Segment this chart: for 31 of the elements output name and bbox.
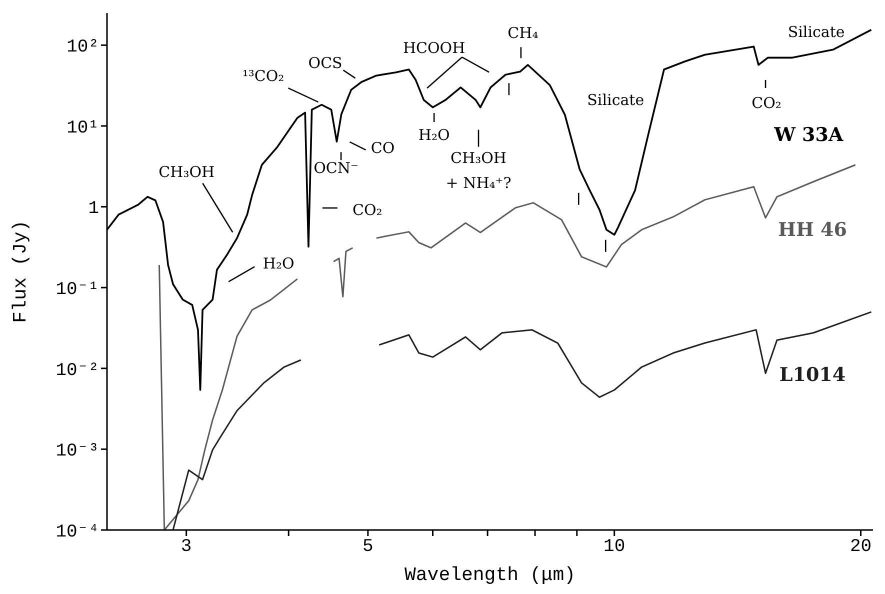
annotation: Silicate <box>788 23 845 42</box>
annotation: OCS <box>308 54 342 72</box>
y-tick-label: 10² <box>66 38 99 58</box>
annotation: CH₃OH <box>450 148 506 167</box>
annotation: H₂O <box>262 254 294 273</box>
x-tick-label: 5 <box>362 536 374 557</box>
annotation: CO₂ <box>752 94 782 112</box>
series-label: HH 46 <box>778 219 847 242</box>
annotation: ¹³CO₂ <box>242 67 284 86</box>
annotation: Silicate <box>587 90 644 109</box>
annotation: H₂O <box>418 126 450 144</box>
y-tick-label: 10¹ <box>66 118 99 138</box>
y-tick-label: 1 <box>88 199 99 220</box>
annotation: OCN⁻ <box>314 159 358 178</box>
annotation: CH₄ <box>508 24 538 42</box>
x-tick-label: 10 <box>604 536 626 557</box>
y-tick-label: 10⁻² <box>56 360 99 381</box>
annotation: CH₃OH <box>158 163 215 182</box>
annotation: HCOOH <box>402 39 466 58</box>
y-tick-label: 10⁻³ <box>56 442 99 462</box>
x-axis-title: Wavelength (μm) <box>404 564 576 586</box>
annotation: CO₂ <box>352 200 382 219</box>
y-tick-label: 10⁻¹ <box>56 280 99 300</box>
series-label: L1014 <box>779 364 846 386</box>
y-axis-title: Flux (Jy) <box>10 220 32 323</box>
x-tick-label: 3 <box>180 536 192 557</box>
y-tick-label: 10⁻⁴ <box>56 522 99 542</box>
text: W 33A <box>773 124 844 146</box>
annotation: + NH₄⁺? <box>446 174 512 192</box>
x-tick-label: 20 <box>850 536 872 557</box>
annotation: CO <box>370 138 395 157</box>
